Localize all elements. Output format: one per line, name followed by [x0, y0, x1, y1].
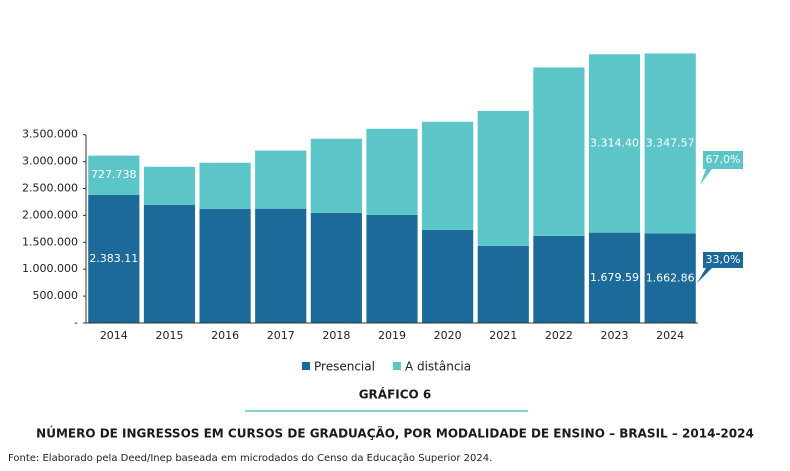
y-tick-label: 2.500.000 [22, 182, 78, 195]
bar-segment [143, 166, 196, 205]
y-tick-label: 2.000.000 [22, 208, 78, 221]
bar-segment [366, 128, 418, 215]
bar-segment [477, 110, 529, 246]
annotation: 33,0% [706, 253, 741, 266]
value-label: 727.738 [91, 168, 137, 181]
legend-label: A distância [405, 360, 471, 374]
bar-segment [310, 138, 362, 213]
y-tick-label: 500.000 [33, 289, 79, 302]
x-tick-label: 2016 [211, 329, 239, 342]
bar-segment [477, 245, 529, 323]
bar-segment [199, 208, 251, 323]
callout-presencial [697, 252, 743, 283]
bar-segment [88, 155, 140, 195]
source: Fonte: Elaborado pela Deed/Inep baseada … [8, 453, 492, 464]
x-tick-label: 2022 [545, 329, 573, 342]
y-tick-label: 3.500.000 [22, 128, 78, 141]
bar-segment [422, 121, 474, 230]
x-tick-label: 2021 [489, 329, 517, 342]
figure-label: GRÁFICO 6 [359, 387, 432, 402]
bar-segment [533, 67, 585, 236]
bar-segment [533, 235, 585, 323]
x-tick-label: 2024 [656, 329, 684, 342]
x-tick-label: 2017 [267, 329, 295, 342]
value-label: 3.314.40 [590, 136, 639, 149]
bar-segment [88, 194, 140, 323]
bar-segment [644, 53, 696, 234]
y-tick-label: 1.500.000 [22, 235, 78, 248]
legend-swatch [302, 362, 310, 370]
x-tick-label: 2023 [601, 329, 629, 342]
value-label: 3.347.57 [646, 136, 695, 149]
value-label: 1.662.86 [646, 271, 695, 284]
callout-distancia [700, 151, 743, 185]
bar-segment [310, 212, 362, 323]
x-tick-label: 2019 [378, 329, 406, 342]
x-tick-label: 2018 [322, 329, 350, 342]
bar-segment [143, 204, 196, 323]
bar-segment [255, 208, 307, 323]
bar-segment [588, 54, 641, 233]
chart-title: NÚMERO DE INGRESSOS EM CURSOS DE GRADUAÇ… [36, 426, 754, 441]
annotation: 67,0% [706, 153, 741, 166]
x-tick-label: 2020 [434, 329, 462, 342]
legend-swatch [392, 362, 401, 370]
bar-segment [644, 233, 696, 323]
x-tick-label: 2015 [155, 329, 183, 342]
y-tick-label: 1.000.000 [22, 262, 78, 275]
x-tick-label: 2014 [100, 329, 128, 342]
value-label: 1.679.59 [590, 271, 639, 284]
bar-segment [199, 162, 251, 209]
bar-segment [588, 232, 641, 323]
y-tick-label: - [74, 316, 78, 329]
bar-segment [255, 150, 307, 209]
bar-segment [422, 229, 474, 323]
legend-label: Presencial [314, 360, 375, 374]
y-tick-label: 3.000.000 [22, 155, 78, 168]
value-label: 2.383.11 [89, 252, 138, 265]
bar-segment [366, 214, 418, 323]
